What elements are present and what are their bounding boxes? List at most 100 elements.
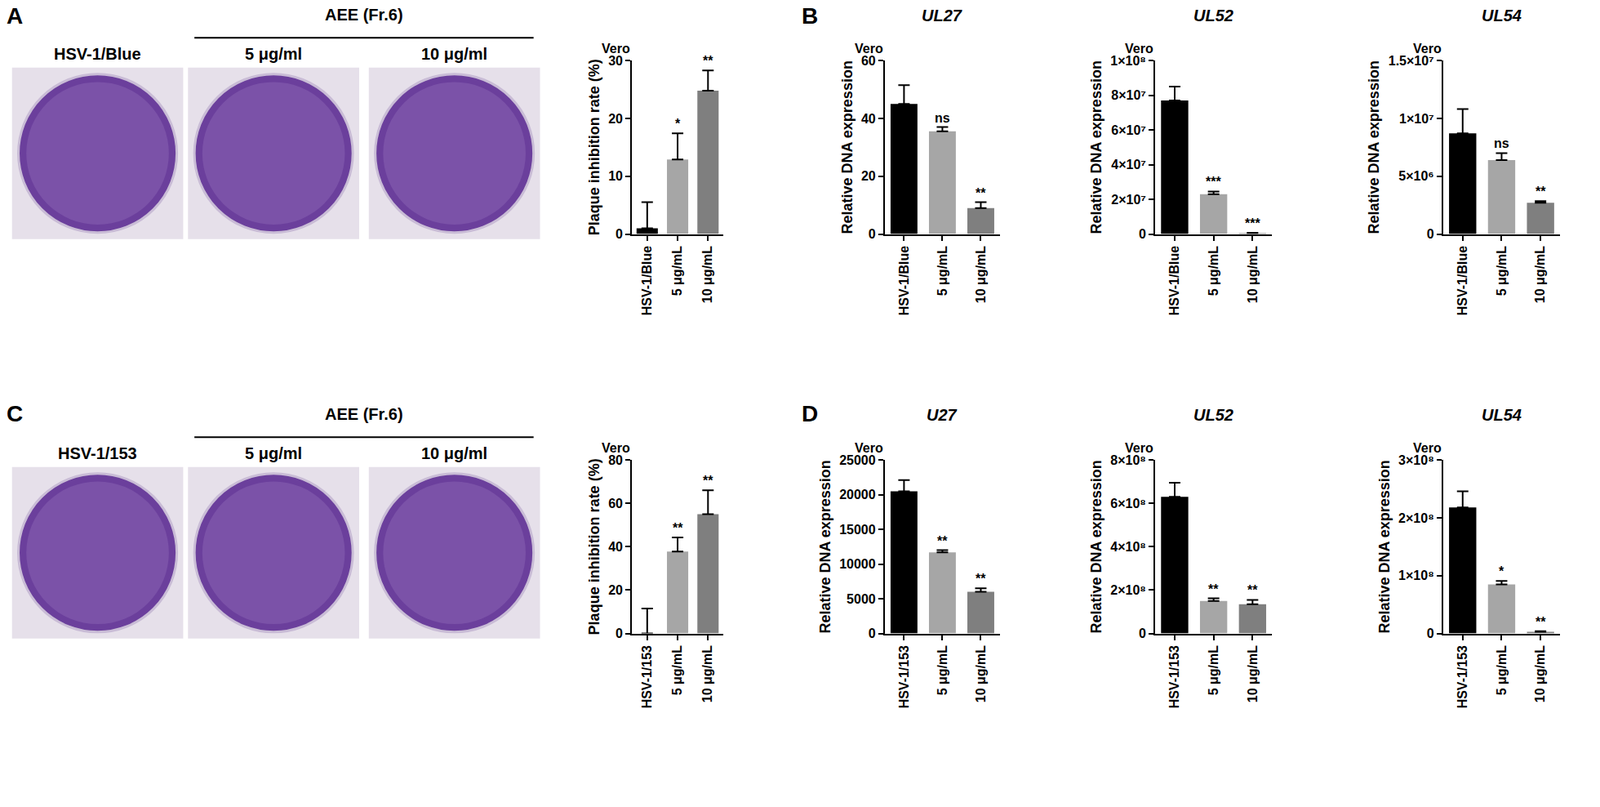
svg-text:HSV-1/Blue: HSV-1/Blue: [1455, 245, 1470, 316]
svg-text:5000: 5000: [846, 591, 876, 606]
svg-text:4×10⁷: 4×10⁷: [1111, 157, 1147, 172]
svg-text:Vero: Vero: [601, 41, 631, 56]
svg-text:6×10⁷: 6×10⁷: [1111, 123, 1147, 138]
svg-text:2×10⁸: 2×10⁸: [1110, 582, 1147, 597]
svg-text:8×10⁸: 8×10⁸: [1110, 453, 1147, 467]
svg-text:0: 0: [1138, 626, 1147, 640]
svg-text:AEE (Fr.6): AEE (Fr.6): [324, 5, 404, 24]
svg-text:5 μg/mL: 5 μg/mL: [935, 245, 950, 297]
svg-text:Relative DNA expression: Relative DNA expression: [1376, 459, 1393, 633]
svg-text:10 μg/mL: 10 μg/mL: [1245, 245, 1260, 303]
svg-text:10 μg/mL: 10 μg/mL: [701, 245, 716, 303]
svg-text:*: *: [1498, 564, 1505, 578]
svg-text:1×10⁸: 1×10⁸: [1110, 53, 1147, 68]
svg-text:Vero: Vero: [854, 440, 884, 455]
svg-text:20: 20: [608, 582, 623, 597]
svg-text:0: 0: [1426, 626, 1435, 640]
svg-text:10 μg/mL: 10 μg/mL: [973, 644, 988, 703]
svg-text:**: **: [672, 520, 684, 535]
svg-text:0: 0: [868, 226, 876, 241]
svg-text:AEE (Fr.6): AEE (Fr.6): [324, 404, 404, 423]
svg-text:4×10⁸: 4×10⁸: [1110, 539, 1147, 554]
svg-text:30: 30: [608, 53, 623, 68]
svg-text:HSV-1/153: HSV-1/153: [57, 444, 138, 463]
svg-text:10 μg/mL: 10 μg/mL: [1533, 644, 1547, 703]
svg-text:***: ***: [1205, 174, 1222, 189]
svg-text:10 μg/mL: 10 μg/mL: [1245, 644, 1260, 703]
svg-text:5 μg/mL: 5 μg/mL: [1494, 644, 1509, 696]
svg-text:UL52: UL52: [1193, 405, 1234, 424]
svg-text:80: 80: [608, 453, 623, 467]
svg-text:25000: 25000: [839, 453, 876, 467]
svg-text:Vero: Vero: [1124, 41, 1154, 56]
svg-text:Relative DNA expression: Relative DNA expression: [1365, 60, 1383, 234]
svg-text:10 μg/mL: 10 μg/mL: [701, 644, 716, 703]
svg-text:3×10⁸: 3×10⁸: [1398, 453, 1435, 467]
svg-text:HSV-1/153: HSV-1/153: [1455, 644, 1470, 708]
svg-text:Vero: Vero: [1124, 440, 1154, 455]
svg-text:**: **: [975, 571, 987, 586]
svg-text:1×10⁸: 1×10⁸: [1398, 568, 1435, 583]
svg-text:0: 0: [615, 226, 623, 241]
svg-text:Vero: Vero: [1413, 440, 1442, 455]
svg-text:UL54: UL54: [1481, 405, 1522, 424]
svg-text:5 μg/mL: 5 μg/mL: [670, 245, 685, 297]
svg-text:0: 0: [1426, 226, 1435, 241]
svg-text:UL54: UL54: [1481, 6, 1522, 25]
svg-text:2×10⁸: 2×10⁸: [1398, 511, 1435, 525]
svg-text:HSV-1/Blue: HSV-1/Blue: [1167, 245, 1182, 316]
svg-text:UL27: UL27: [921, 6, 963, 25]
svg-text:HSV-1/Blue: HSV-1/Blue: [897, 245, 912, 316]
svg-text:10 μg/mL: 10 μg/mL: [973, 245, 988, 303]
svg-text:0: 0: [868, 626, 876, 640]
svg-text:5 μg/mL: 5 μg/mL: [1206, 644, 1221, 696]
svg-text:10000: 10000: [839, 556, 876, 571]
svg-text:5 μg/mL: 5 μg/mL: [1494, 245, 1509, 297]
svg-text:Relative DNA expression: Relative DNA expression: [1088, 60, 1105, 234]
svg-text:HSV-1/153: HSV-1/153: [640, 644, 654, 708]
svg-text:Plaque inhibition rate (%): Plaque inhibition rate (%): [586, 58, 603, 236]
svg-text:Vero: Vero: [1413, 41, 1442, 56]
svg-text:HSV-1/Blue: HSV-1/Blue: [640, 245, 654, 316]
svg-text:**: **: [702, 53, 714, 68]
svg-text:***: ***: [1244, 216, 1261, 231]
svg-text:C: C: [6, 400, 23, 427]
svg-text:6×10⁸: 6×10⁸: [1110, 496, 1147, 511]
svg-text:Relative DNA expression: Relative DNA expression: [817, 459, 834, 633]
svg-text:**: **: [937, 533, 948, 548]
svg-text:20: 20: [861, 168, 876, 183]
svg-text:8×10⁷: 8×10⁷: [1111, 88, 1147, 103]
svg-text:ns: ns: [934, 111, 951, 125]
svg-text:10 μg/mL: 10 μg/mL: [1533, 245, 1547, 303]
svg-text:20000: 20000: [839, 487, 876, 502]
svg-text:1.5×10⁷: 1.5×10⁷: [1388, 53, 1435, 68]
svg-text:10: 10: [608, 168, 623, 183]
svg-text:20: 20: [608, 111, 623, 126]
svg-text:**: **: [702, 473, 714, 488]
svg-text:5 μg/mL: 5 μg/mL: [670, 644, 685, 696]
svg-text:5×10⁶: 5×10⁶: [1398, 168, 1434, 183]
svg-text:40: 40: [861, 111, 876, 126]
svg-text:B: B: [801, 3, 818, 29]
svg-text:0: 0: [1138, 226, 1147, 241]
svg-text:5 μg/mL: 5 μg/mL: [1206, 245, 1221, 297]
svg-text:D: D: [801, 400, 818, 427]
svg-text:Relative DNA expression: Relative DNA expression: [839, 60, 856, 234]
svg-text:HSV-1/153: HSV-1/153: [897, 644, 912, 708]
svg-text:*: *: [675, 116, 681, 131]
svg-text:UL52: UL52: [1193, 6, 1234, 25]
svg-text:60: 60: [861, 53, 876, 68]
svg-text:1×10⁷: 1×10⁷: [1399, 111, 1435, 126]
svg-text:2×10⁷: 2×10⁷: [1111, 192, 1147, 207]
svg-text:Vero: Vero: [601, 440, 631, 455]
svg-text:0: 0: [615, 626, 623, 640]
svg-text:Vero: Vero: [854, 41, 884, 56]
svg-text:10 μg/ml: 10 μg/ml: [421, 444, 488, 463]
svg-text:U27: U27: [926, 405, 958, 424]
svg-text:5 μg/mL: 5 μg/mL: [935, 644, 950, 696]
svg-text:**: **: [1208, 582, 1219, 596]
svg-text:ns: ns: [1493, 136, 1510, 151]
svg-text:**: **: [1535, 184, 1547, 199]
svg-text:HSV-1/153: HSV-1/153: [1167, 644, 1182, 708]
svg-text:Plaque inhibition rate (%): Plaque inhibition rate (%): [586, 457, 603, 635]
